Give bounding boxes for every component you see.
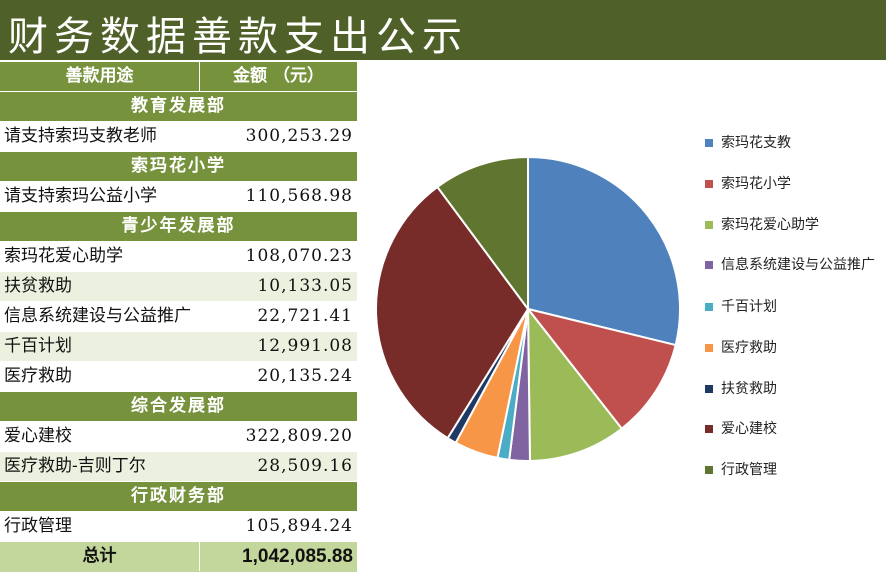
title-bar: 财务数据善款支出公示 bbox=[0, 0, 886, 60]
row-label: 扶贫救助 bbox=[4, 276, 72, 296]
section-header: 青少年发展部 bbox=[0, 212, 357, 242]
legend-swatch bbox=[705, 180, 713, 188]
pie-slice bbox=[375, 185, 530, 440]
section-name: 索玛花小学 bbox=[131, 156, 226, 176]
table-row: 请支持索玛支教老师 300,253.29 bbox=[0, 122, 357, 152]
section-name: 行政财务部 bbox=[131, 486, 226, 506]
legend-label: 信息系统建设与公益推广 bbox=[721, 257, 875, 273]
pie-slice bbox=[525, 307, 677, 431]
row-amount: 28,509.16 bbox=[257, 456, 353, 476]
legend-label: 扶贫救助 bbox=[721, 381, 777, 397]
row-label: 信息系统建设与公益推广 bbox=[4, 306, 191, 326]
expense-table: 善款用途 金额 （元） 教育发展部 请支持索玛支教老师 300,253.29 索玛花小学请… bbox=[0, 62, 357, 573]
table-header: 善款用途 金额 （元） bbox=[0, 62, 357, 92]
total-row: 总计 1,042,085.88 bbox=[0, 542, 357, 573]
table-row: 扶贫救助 10,133.05 bbox=[0, 272, 357, 302]
table-row: 医疗救助 20,135.24 bbox=[0, 362, 357, 392]
legend-swatch bbox=[705, 344, 713, 352]
table-row: 行政管理 105,894.24 bbox=[0, 512, 357, 542]
legend-swatch bbox=[705, 425, 713, 433]
row-amount: 105,894.24 bbox=[245, 516, 353, 536]
row-amount: 22,721.41 bbox=[257, 306, 353, 326]
pie-slice bbox=[526, 306, 624, 463]
section-header: 教育发展部 bbox=[0, 92, 357, 122]
legend-label: 爱心建校 bbox=[721, 421, 777, 437]
table-row: 请支持索玛公益小学 110,568.98 bbox=[0, 182, 357, 212]
legend-swatch bbox=[705, 261, 713, 269]
row-label: 医疗救助-吉则丁尔 bbox=[4, 456, 146, 476]
legend-swatch bbox=[705, 303, 713, 311]
row-label: 爱心建校 bbox=[4, 426, 72, 446]
row-amount: 322,809.20 bbox=[245, 426, 353, 446]
row-amount: 108,070.23 bbox=[245, 246, 353, 266]
section-header: 行政财务部 bbox=[0, 482, 357, 512]
row-amount: 20,135.24 bbox=[257, 366, 353, 386]
header-purpose: 善款用途 bbox=[0, 62, 200, 91]
row-label: 行政管理 bbox=[4, 516, 72, 536]
legend-label: 索玛花小学 bbox=[721, 176, 791, 192]
header-amount: 金额 （元） bbox=[233, 66, 324, 86]
legend-swatch bbox=[705, 139, 713, 147]
row-amount: 10,133.05 bbox=[257, 276, 353, 296]
legend-swatch bbox=[705, 466, 713, 474]
section-name: 教育发展部 bbox=[131, 96, 226, 116]
legend-swatch bbox=[705, 385, 713, 393]
page-title: 财务数据善款支出公示 bbox=[8, 14, 468, 60]
legend-label: 千百计划 bbox=[721, 299, 777, 315]
table-row: 索玛花爱心助学 108,070.23 bbox=[0, 242, 357, 272]
table-row: 爱心建校 322,809.20 bbox=[0, 422, 357, 452]
section-name: 青少年发展部 bbox=[121, 216, 236, 236]
legend-label: 行政管理 bbox=[721, 462, 777, 478]
row-amount: 12,991.08 bbox=[257, 336, 353, 356]
pie-slice bbox=[527, 155, 681, 347]
section-header: 综合发展部 bbox=[0, 392, 357, 422]
row-label: 医疗救助 bbox=[4, 366, 72, 386]
section-header: 索玛花小学 bbox=[0, 152, 357, 182]
section-name: 综合发展部 bbox=[131, 396, 226, 416]
row-label: 请支持索玛支教老师 bbox=[4, 126, 157, 146]
total-amount: 1,042,085.88 bbox=[242, 546, 353, 567]
total-label: 总计 bbox=[0, 542, 200, 571]
legend-label: 医疗救助 bbox=[721, 340, 777, 356]
pie-chart bbox=[375, 155, 681, 463]
legend-label: 索玛花支教 bbox=[721, 135, 791, 151]
row-amount: 300,253.29 bbox=[245, 126, 353, 146]
table-row: 信息系统建设与公益推广 22,721.41 bbox=[0, 302, 357, 332]
row-label: 千百计划 bbox=[4, 336, 72, 356]
legend-swatch bbox=[705, 221, 713, 229]
pie-slice bbox=[436, 155, 529, 313]
row-amount: 110,568.98 bbox=[245, 186, 353, 206]
row-label: 索玛花爱心助学 bbox=[4, 246, 123, 266]
legend-label: 索玛花爱心助学 bbox=[721, 217, 819, 233]
table-row: 千百计划 12,991.08 bbox=[0, 332, 357, 362]
table-row: 医疗救助-吉则丁尔 28,509.16 bbox=[0, 452, 357, 482]
row-label: 请支持索玛公益小学 bbox=[4, 186, 157, 206]
